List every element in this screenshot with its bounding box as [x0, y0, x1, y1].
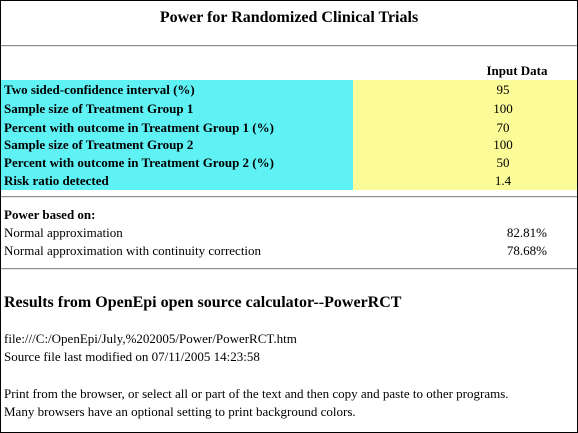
- input-label: Sample size of Treatment Group 1: [1, 99, 353, 118]
- input-row-sample-size-2: Sample size of Treatment Group 2 100: [1, 135, 577, 154]
- power-value: 78.68%: [506, 243, 547, 258]
- input-value: 50: [353, 153, 577, 172]
- file-path-link[interactable]: file:///C:/OpenEpi/July,%202005/Power/Po…: [4, 331, 297, 346]
- input-label: Percent with outcome in Treatment Group …: [1, 153, 353, 172]
- power-value: 82.81%: [506, 225, 547, 240]
- input-label: Two sided-confidence interval (%): [1, 80, 353, 99]
- input-row-risk-ratio: Risk ratio detected 1.4: [1, 171, 577, 190]
- power-row-continuity: Normal approximation with continuity cor…: [4, 241, 574, 260]
- power-row-normal: Normal approximation 82.81%: [4, 223, 574, 242]
- divider-power: [1, 196, 577, 198]
- input-label: Percent with outcome in Treatment Group …: [1, 118, 353, 137]
- input-value: 1.4: [353, 171, 577, 190]
- power-heading: Power based on:: [4, 207, 96, 222]
- input-row-percent-2: Percent with outcome in Treatment Group …: [1, 153, 577, 172]
- input-data-header: Input Data: [486, 63, 548, 78]
- input-row-confidence: Two sided-confidence interval (%) 95: [1, 80, 577, 99]
- modified-text: Source file last modified on 07/11/2005 …: [4, 349, 260, 364]
- input-label: Sample size of Treatment Group 2: [1, 135, 353, 154]
- input-value: 70: [353, 118, 577, 137]
- print-note-1: Print from the browser, or select all or…: [4, 386, 509, 401]
- results-heading: Results from OpenEpi open source calcula…: [4, 294, 402, 311]
- input-row-percent-1: Percent with outcome in Treatment Group …: [1, 118, 577, 137]
- divider-results: [1, 268, 577, 270]
- input-label: Risk ratio detected: [1, 171, 353, 190]
- input-value: 95: [353, 80, 577, 99]
- power-label: Normal approximation with continuity cor…: [4, 243, 262, 258]
- input-value: 100: [353, 135, 577, 154]
- print-note-2: Many browsers have an optional setting t…: [4, 404, 356, 419]
- input-value: 100: [353, 99, 577, 118]
- divider-top: [1, 45, 577, 47]
- power-label: Normal approximation: [4, 225, 123, 240]
- input-row-sample-size-1: Sample size of Treatment Group 1 100: [1, 99, 577, 118]
- page-title: Power for Randomized Clinical Trials: [159, 9, 419, 26]
